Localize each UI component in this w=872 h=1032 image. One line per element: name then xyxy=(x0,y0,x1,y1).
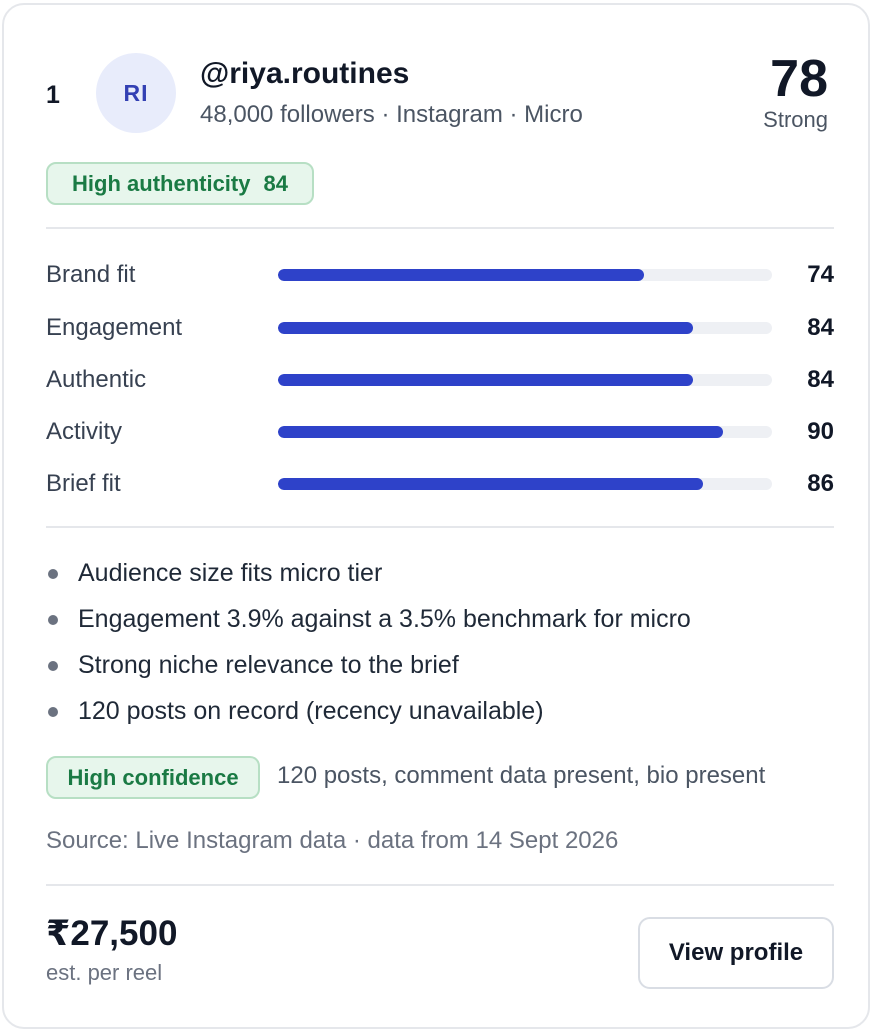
metric-bar-fill xyxy=(278,322,693,334)
metric-bar-track xyxy=(278,322,772,334)
creator-meta: 48,000 followers · Instagram · Micro xyxy=(200,101,583,128)
reasons-list: Audience size fits micro tier Engagement… xyxy=(46,557,691,741)
score-value: 78 xyxy=(770,50,828,108)
metric-value: 84 xyxy=(807,366,834,393)
avatar-initials: RI xyxy=(123,79,149,106)
list-item: 120 posts on record (recency unavailable… xyxy=(46,695,691,741)
metric-label: Activity xyxy=(46,418,123,445)
bullet-icon xyxy=(48,707,58,717)
rank-number: 1 xyxy=(46,81,60,109)
metric-row-activity: Activity 90 xyxy=(46,418,834,448)
creator-handle: @riya.routines xyxy=(200,57,410,90)
metric-label: Engagement xyxy=(46,314,183,341)
price-label: est. per reel xyxy=(46,960,163,985)
confidence-label: High confidence xyxy=(67,764,239,790)
data-source: Source: Live Instagram data · data from … xyxy=(46,827,619,854)
metric-value: 74 xyxy=(807,261,834,288)
list-item: Engagement 3.9% against a 3.5% benchmark… xyxy=(46,603,691,649)
metric-bar-track xyxy=(278,374,772,386)
metric-bar-fill xyxy=(278,478,703,490)
metric-value: 84 xyxy=(807,314,834,341)
avatar: RI xyxy=(96,53,176,133)
confidence-badge: High confidence xyxy=(46,756,260,799)
metric-bar-track xyxy=(278,426,772,438)
metric-row-authentic: Authentic 84 xyxy=(46,366,834,396)
bullet-icon xyxy=(48,569,58,579)
price-value: ₹27,500 xyxy=(46,914,178,953)
divider xyxy=(46,884,834,886)
bullet-icon xyxy=(48,661,58,671)
creator-card: 1 RI @riya.routines 48,000 followers · I… xyxy=(2,3,870,1029)
metric-bar-track xyxy=(278,269,772,281)
metric-bar-fill xyxy=(278,269,644,281)
score-label: Strong xyxy=(763,107,828,132)
metric-label: Brand fit xyxy=(46,261,136,288)
metric-row-brand-fit: Brand fit 74 xyxy=(46,261,834,291)
metric-bar-track xyxy=(278,478,772,490)
view-profile-button[interactable]: View profile xyxy=(638,917,834,989)
metric-row-engagement: Engagement 84 xyxy=(46,314,834,344)
metric-bar-fill xyxy=(278,426,723,438)
metric-label: Brief fit xyxy=(46,470,121,497)
authenticity-value: 84 xyxy=(263,170,288,196)
authenticity-badge: High authenticity 84 xyxy=(46,162,314,205)
authenticity-label: High authenticity xyxy=(72,170,251,196)
overall-score: 78 Strong xyxy=(763,49,828,133)
metric-value: 90 xyxy=(807,418,834,445)
confidence-detail: 120 posts, comment data present, bio pre… xyxy=(277,762,766,789)
bullet-icon xyxy=(48,615,58,625)
metric-value: 86 xyxy=(807,470,834,497)
metric-bar-fill xyxy=(278,374,693,386)
metric-row-brief-fit: Brief fit 86 xyxy=(46,470,834,500)
divider xyxy=(46,227,834,229)
divider xyxy=(46,526,834,528)
list-item: Audience size fits micro tier xyxy=(46,557,691,603)
list-item: Strong niche relevance to the brief xyxy=(46,649,691,695)
metric-label: Authentic xyxy=(46,366,147,393)
